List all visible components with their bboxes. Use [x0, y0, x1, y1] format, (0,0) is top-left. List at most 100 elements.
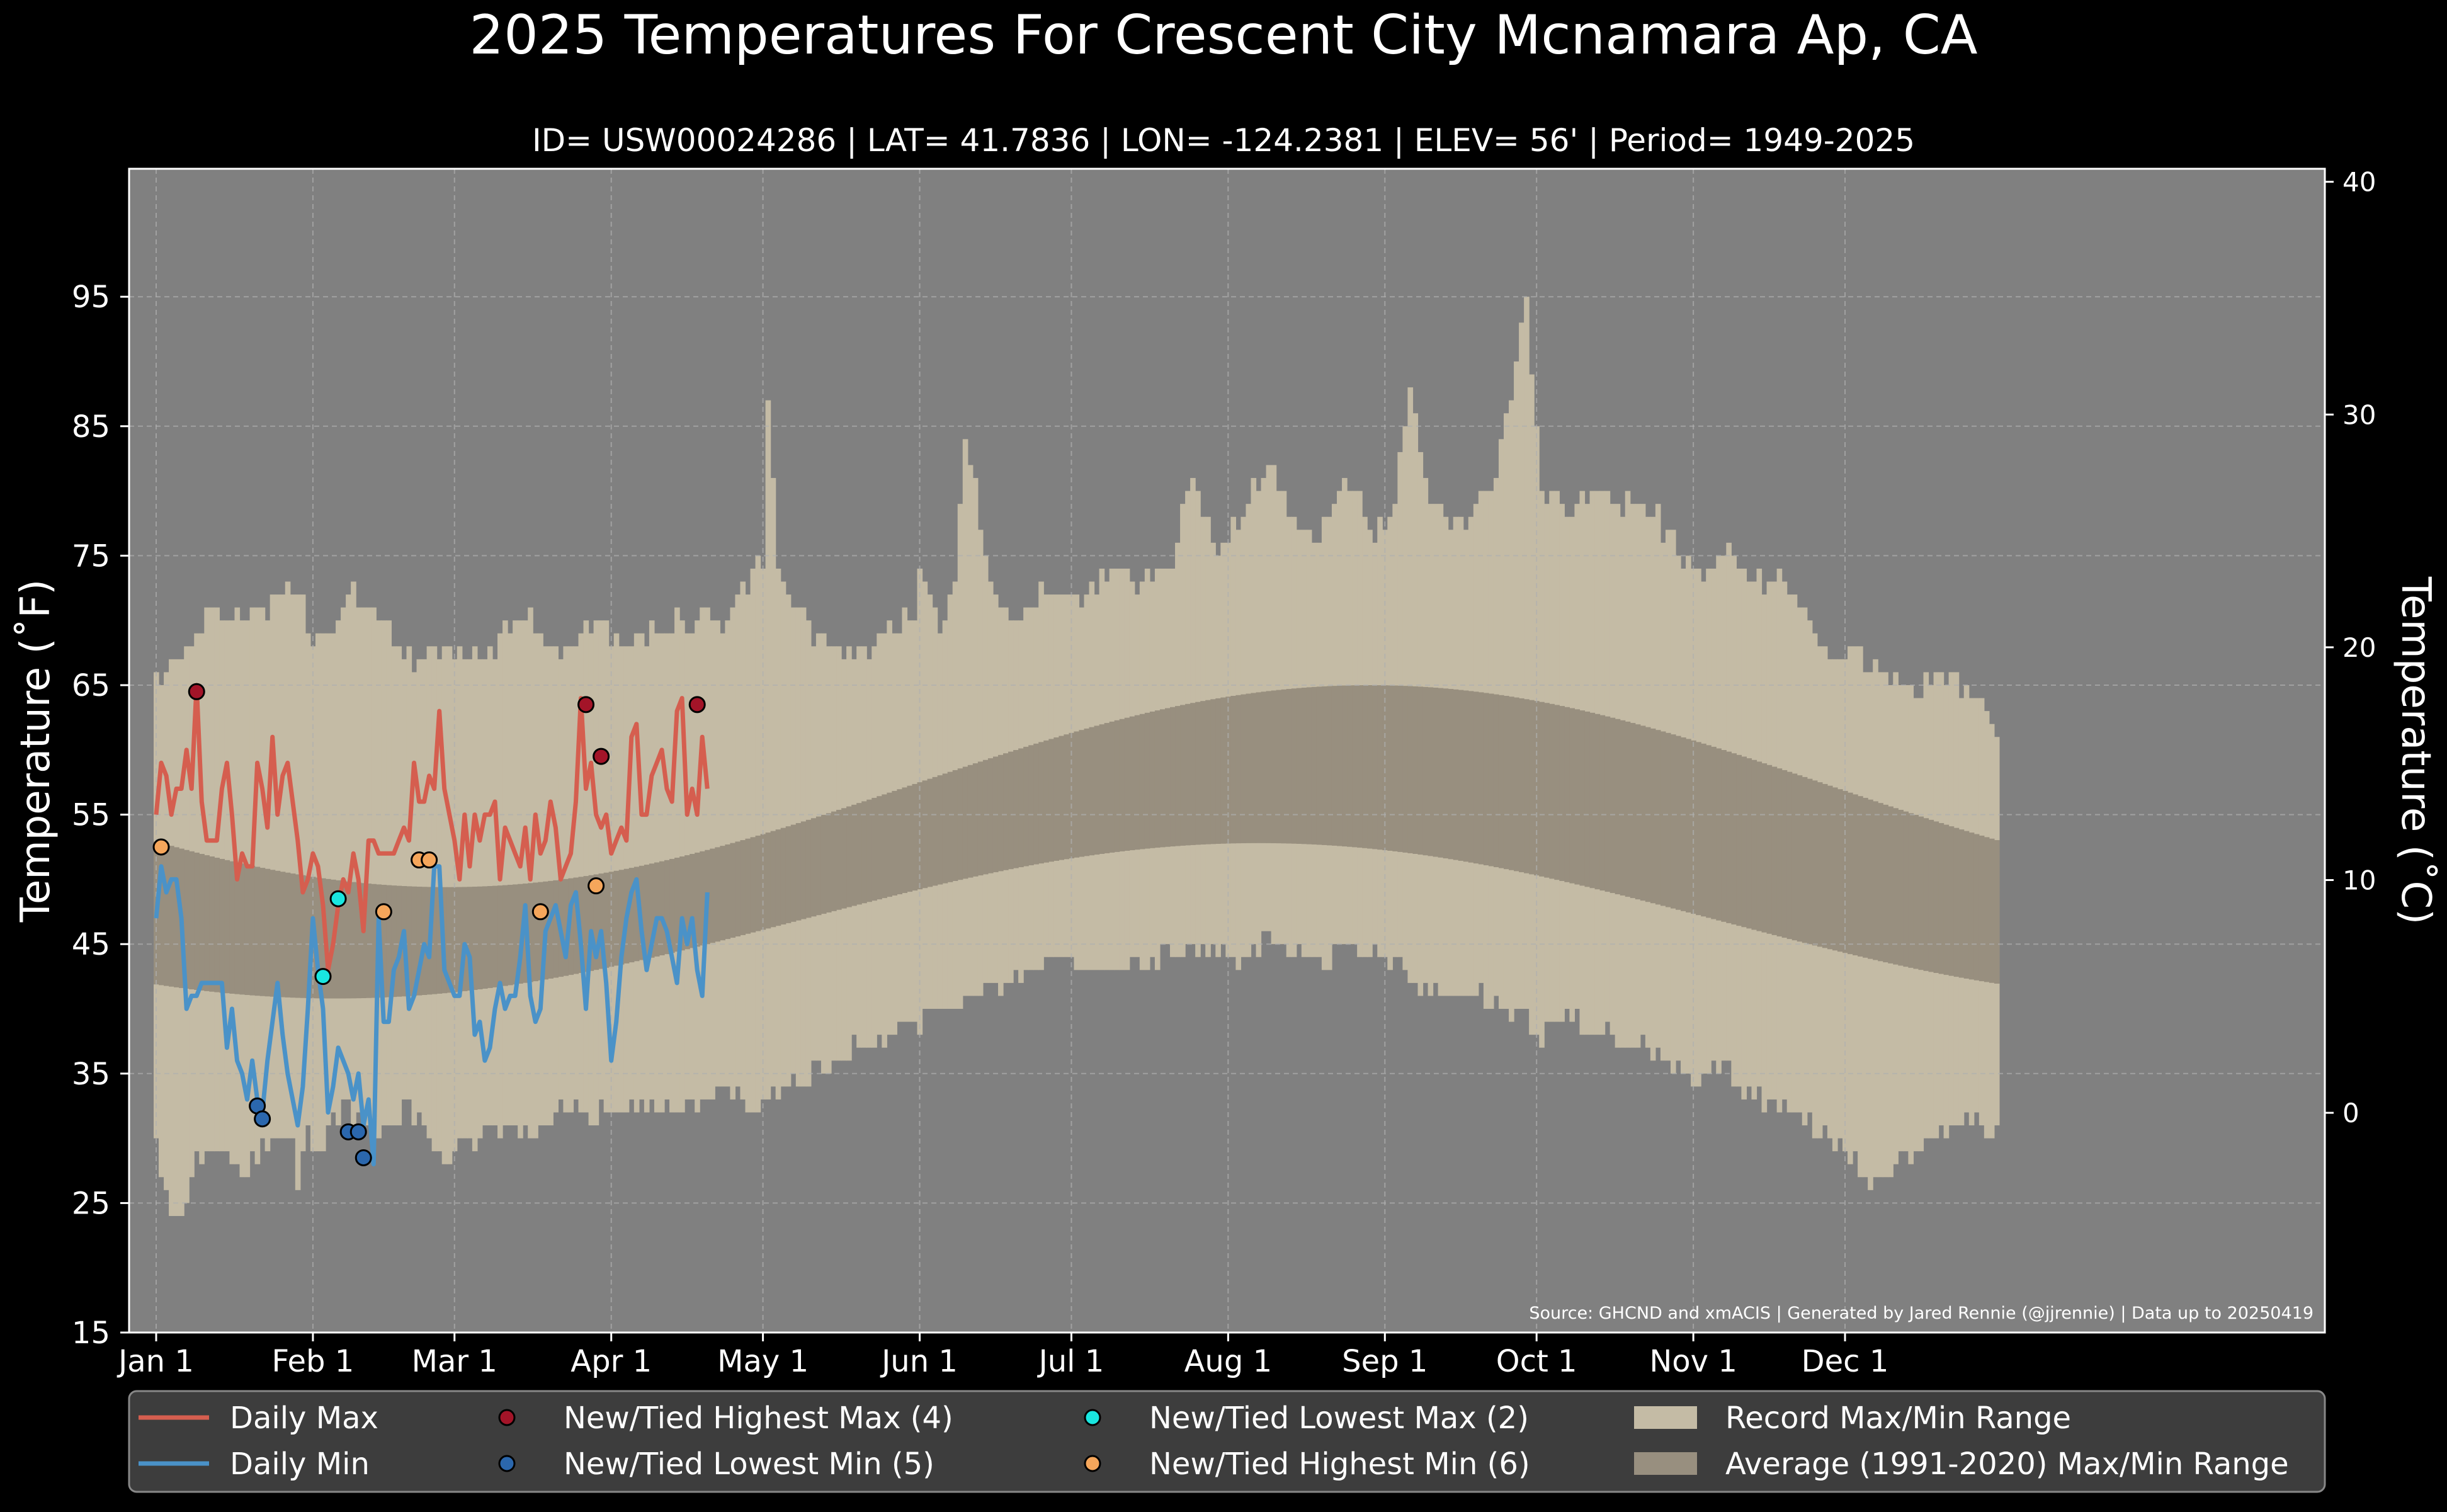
average-range-bar — [987, 758, 994, 873]
average-range-bar — [416, 887, 423, 996]
average-range-bar — [907, 785, 913, 892]
average-range-bar — [528, 883, 533, 982]
average-range-bar — [1185, 703, 1191, 846]
legend-patch-swatch — [1634, 1452, 1697, 1475]
average-range-bar — [1721, 750, 1727, 922]
average-range-bar — [1296, 688, 1302, 844]
record-markers — [152, 683, 706, 1166]
average-range-bar — [997, 754, 1004, 872]
average-range-bar — [1842, 790, 1848, 953]
new-low-max-marker — [314, 968, 332, 986]
average-range-bar — [1686, 739, 1691, 912]
source-note: Source: GHCND and xmACIS | Generated by … — [1529, 1304, 2314, 1323]
average-range-bar — [1544, 703, 1550, 878]
x-tick-label: Mar 1 — [412, 1344, 497, 1379]
average-range-bar — [1023, 746, 1029, 867]
average-range-bar — [1210, 699, 1216, 844]
average-range-bar — [1392, 685, 1398, 851]
average-range-bar — [1018, 748, 1024, 868]
average-range-bar — [336, 880, 341, 999]
x-tick-label: Sep 1 — [1342, 1344, 1428, 1379]
average-range-bar — [654, 862, 660, 957]
average-range-bar — [305, 876, 311, 998]
average-range-bar — [1003, 753, 1009, 870]
average-range-bar — [831, 811, 837, 911]
average-range-bar — [1074, 731, 1080, 858]
left-y-axis: 15 25 35 45 55 65 75 85 95 — [72, 280, 129, 1351]
average-range-bar — [467, 887, 473, 991]
average-range-bar — [1786, 771, 1793, 940]
average-range-bar — [715, 847, 720, 942]
average-range-bar — [1958, 829, 1965, 978]
average-range-bar — [396, 885, 402, 997]
plot-frame — [128, 168, 2326, 1334]
average-range-bar — [1514, 697, 1519, 872]
average-range-bar — [1781, 770, 1788, 938]
record-range-bar — [371, 607, 377, 1126]
average-range-bar — [1539, 702, 1545, 877]
average-range-bar — [730, 843, 736, 938]
average-range-bar — [1488, 693, 1494, 867]
average-range-bar — [1711, 746, 1717, 919]
record-range-bar — [336, 620, 341, 1126]
average-range-bar — [184, 850, 190, 989]
average-range-bar — [259, 868, 266, 996]
record-range-bar — [356, 607, 361, 1113]
average-range-bar — [1291, 688, 1297, 844]
average-range-bar — [1483, 693, 1489, 866]
average-range-bar — [982, 759, 989, 875]
average-range-bar — [446, 887, 453, 993]
average-range-bar — [431, 887, 438, 994]
average-range-bar — [1893, 808, 1899, 965]
average-range-bar — [1529, 700, 1535, 875]
average-range-bar — [1493, 694, 1499, 868]
new-low-min-marker — [355, 1149, 372, 1166]
average-range-bar — [199, 854, 205, 991]
average-range-bar — [1190, 703, 1196, 845]
average-range-bar — [1519, 698, 1524, 873]
average-range-bar — [1412, 686, 1419, 854]
average-range-bar — [1898, 809, 1904, 966]
average-range-bar — [1276, 690, 1282, 844]
average-range-bar — [346, 881, 351, 999]
average-range-bar — [633, 867, 640, 962]
average-range-bar — [1301, 688, 1307, 844]
average-range-bar — [664, 860, 670, 955]
average-range-bar — [1569, 708, 1576, 884]
average-range-bar — [1807, 778, 1813, 945]
average-range-bar — [962, 766, 968, 879]
average-range-bar — [1681, 737, 1686, 911]
legend-label: Record Max/Min Range — [1725, 1401, 2071, 1436]
average-range-bar — [1984, 837, 1990, 982]
legend-patch-swatch — [1634, 1406, 1697, 1429]
average-range-bar — [1797, 775, 1803, 942]
average-range-bar — [1610, 717, 1616, 894]
average-range-bar — [1316, 686, 1322, 845]
average-range-bar — [1761, 763, 1768, 933]
average-range-bar — [690, 854, 695, 948]
average-range-bar — [1994, 840, 2000, 984]
average-range-bar — [1802, 776, 1808, 943]
average-range-bar — [836, 809, 842, 910]
average-range-bar — [1382, 685, 1388, 851]
record-range-bar — [593, 620, 599, 1126]
new-high-max-marker — [577, 696, 595, 713]
average-range-bar — [275, 870, 281, 998]
x-tick-label: May 1 — [717, 1344, 809, 1379]
average-range-bar — [628, 868, 635, 963]
new-high-min-marker — [588, 877, 605, 895]
chart-subtitle: ID= USW00024286 | LAT= 41.7836 | LON= -1… — [532, 122, 1915, 159]
average-range-bar — [229, 861, 236, 994]
average-range-bar — [421, 887, 428, 995]
record-range-bar — [755, 555, 761, 1113]
average-range-bar — [1953, 827, 1960, 977]
new-high-min-marker — [421, 851, 438, 869]
x-tick-label: Aug 1 — [1184, 1344, 1273, 1379]
average-range-bar — [1863, 797, 1868, 958]
average-range-bar — [1691, 740, 1696, 914]
record-range-bar — [735, 594, 741, 1087]
record-range-bar — [376, 620, 382, 1139]
average-range-bar — [735, 841, 741, 936]
average-range-bar — [598, 873, 605, 969]
average-range-bars — [153, 685, 2000, 999]
